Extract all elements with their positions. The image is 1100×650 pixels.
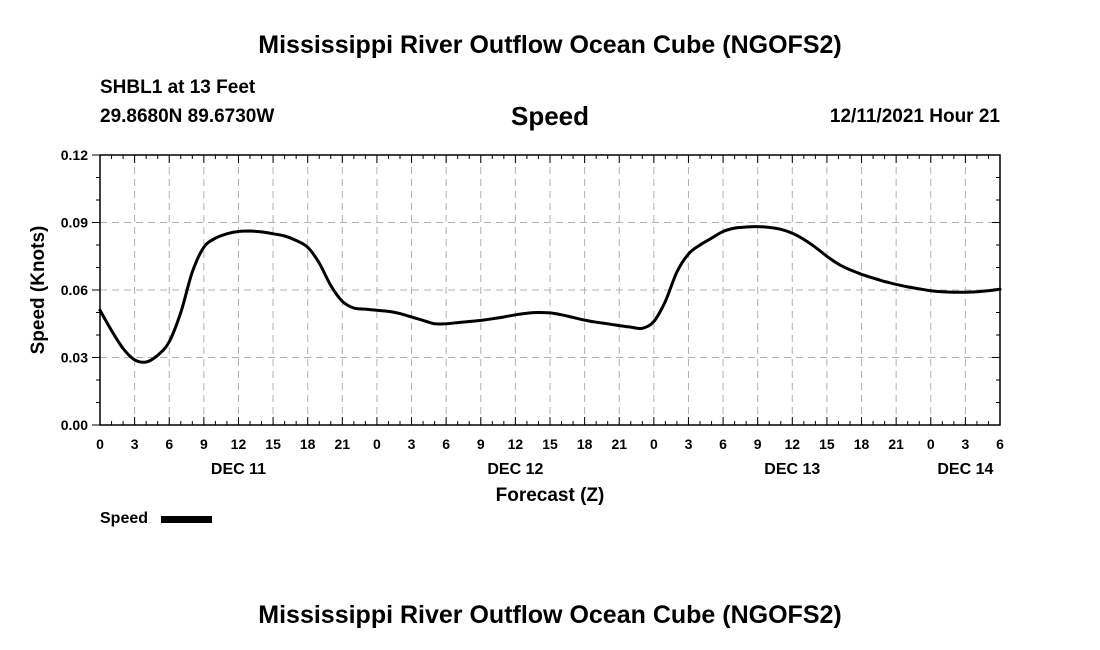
date-label: DEC 13 (764, 461, 820, 478)
legend-label: Speed (100, 510, 149, 527)
x-tick-label: 0 (650, 436, 658, 452)
x-tick-label: 18 (854, 436, 870, 452)
x-tick-label: 0 (96, 436, 104, 452)
x-tick-label: 18 (300, 436, 316, 452)
x-tick-label: 6 (442, 436, 450, 452)
x-tick-label: 0 (373, 436, 381, 452)
axis-labels: 0 3 6 9 12 15 18 21 0 3 6 9 12 15 18 21 0 3 6 9 12 15 18 21 0 3 6 0… (61, 147, 1004, 478)
x-tick-label: 15 (819, 436, 835, 452)
x-tick-label: 6 (719, 436, 727, 452)
page-title: Mississippi River Outflow Ocean Cube (NG… (258, 31, 842, 59)
date-label: DEC 11 (211, 461, 266, 478)
x-tick-label: 3 (408, 436, 416, 452)
x-tick-label: 3 (961, 436, 969, 452)
y-tick-label: 0.09 (61, 215, 88, 231)
forecast-datetime: 12/11/2021 Hour 21 (829, 106, 1000, 127)
x-tick-label: 21 (335, 436, 351, 452)
date-label: DEC 12 (487, 461, 543, 478)
x-tick-label: 21 (888, 436, 904, 452)
y-axis-title: Speed (Knots) (28, 226, 49, 355)
y-tick-label: 0.00 (61, 417, 88, 433)
x-tick-label: 3 (685, 436, 693, 452)
date-label: DEC 14 (937, 461, 993, 478)
legend-swatch (161, 516, 212, 523)
station-coordinates: 29.8680N 89.6730W (100, 106, 275, 127)
axis-ticks (92, 154, 1001, 426)
x-tick-label: 15 (265, 436, 281, 452)
x-tick-label: 9 (200, 436, 208, 452)
footer-title: Mississippi River Outflow Ocean Cube (NG… (258, 601, 842, 629)
x-tick-label: 18 (577, 436, 593, 452)
x-tick-label: 21 (611, 436, 627, 452)
x-tick-label: 9 (754, 436, 762, 452)
x-tick-label: 12 (785, 436, 801, 452)
x-tick-label: 6 (165, 436, 173, 452)
station-label: SHBL1 at 13 Feet (100, 77, 256, 98)
speed-series-line (98, 225, 1002, 364)
grid (100, 155, 1000, 425)
x-axis-title: Forecast (Z) (496, 485, 605, 506)
y-tick-label: 0.03 (61, 350, 88, 366)
x-tick-label: 12 (231, 436, 247, 452)
x-tick-label: 15 (542, 436, 558, 452)
x-tick-label: 3 (131, 436, 139, 452)
x-tick-label: 0 (927, 436, 935, 452)
y-tick-label: 0.12 (61, 147, 88, 163)
x-tick-label: 12 (508, 436, 524, 452)
x-tick-label: 9 (477, 436, 485, 452)
x-tick-label: 6 (996, 436, 1004, 452)
plot-title: Speed (510, 101, 590, 131)
y-tick-label: 0.06 (61, 282, 88, 298)
